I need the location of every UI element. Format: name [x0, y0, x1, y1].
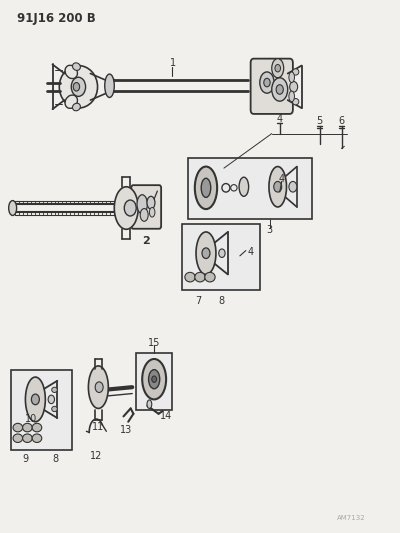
Bar: [11, 370, 72, 450]
Text: 11: 11: [92, 422, 104, 432]
Text: 4: 4: [248, 247, 254, 257]
Ellipse shape: [95, 382, 103, 392]
Ellipse shape: [269, 166, 286, 207]
Text: 10: 10: [25, 414, 37, 424]
Ellipse shape: [274, 181, 282, 192]
Ellipse shape: [88, 366, 108, 408]
Ellipse shape: [140, 208, 148, 221]
Ellipse shape: [65, 95, 78, 108]
Ellipse shape: [276, 85, 283, 94]
Ellipse shape: [272, 59, 284, 78]
Ellipse shape: [26, 377, 45, 422]
Ellipse shape: [72, 103, 80, 111]
FancyBboxPatch shape: [131, 185, 161, 229]
Text: 91J16 200 B: 91J16 200 B: [17, 12, 95, 26]
Ellipse shape: [73, 83, 80, 91]
Ellipse shape: [31, 394, 39, 405]
Text: 7: 7: [195, 296, 201, 306]
Ellipse shape: [32, 434, 42, 442]
Ellipse shape: [272, 78, 288, 101]
Ellipse shape: [32, 423, 42, 432]
Ellipse shape: [114, 187, 138, 229]
Ellipse shape: [147, 196, 155, 209]
Ellipse shape: [205, 272, 215, 282]
Ellipse shape: [137, 195, 147, 214]
Text: 1: 1: [170, 59, 176, 68]
Ellipse shape: [149, 207, 155, 217]
Ellipse shape: [13, 434, 23, 442]
Ellipse shape: [264, 78, 270, 87]
Ellipse shape: [59, 66, 98, 108]
Ellipse shape: [195, 272, 205, 282]
Ellipse shape: [72, 63, 80, 70]
Ellipse shape: [185, 272, 195, 282]
Ellipse shape: [52, 387, 57, 392]
Ellipse shape: [71, 77, 86, 96]
Ellipse shape: [289, 91, 294, 102]
Ellipse shape: [52, 406, 57, 411]
Text: 4: 4: [279, 174, 285, 184]
Text: 8: 8: [219, 296, 225, 306]
Bar: [136, 353, 172, 410]
Ellipse shape: [142, 359, 166, 399]
Ellipse shape: [105, 74, 114, 98]
Bar: [188, 158, 312, 219]
Ellipse shape: [201, 178, 211, 197]
Ellipse shape: [195, 166, 217, 209]
Text: 8: 8: [52, 455, 58, 464]
Text: 6: 6: [338, 116, 344, 126]
Ellipse shape: [147, 400, 152, 408]
Ellipse shape: [290, 82, 298, 92]
FancyBboxPatch shape: [251, 59, 293, 114]
Text: 14: 14: [160, 411, 172, 422]
Text: 12: 12: [90, 451, 102, 461]
Ellipse shape: [65, 65, 78, 78]
Text: 5: 5: [316, 116, 323, 126]
Ellipse shape: [292, 69, 299, 75]
Ellipse shape: [9, 200, 17, 215]
Ellipse shape: [152, 376, 156, 382]
Ellipse shape: [260, 72, 274, 93]
Text: 2: 2: [142, 236, 150, 246]
Ellipse shape: [23, 423, 32, 432]
Ellipse shape: [275, 64, 280, 72]
Text: 3: 3: [267, 225, 273, 236]
Text: 15: 15: [148, 338, 160, 348]
Ellipse shape: [202, 248, 210, 259]
Ellipse shape: [148, 369, 160, 389]
Ellipse shape: [13, 423, 23, 432]
Bar: [182, 224, 260, 290]
Ellipse shape: [48, 395, 54, 403]
Text: 9: 9: [23, 455, 29, 464]
Ellipse shape: [196, 232, 216, 274]
Ellipse shape: [289, 181, 297, 192]
Ellipse shape: [292, 99, 299, 105]
Ellipse shape: [239, 177, 249, 196]
Text: 13: 13: [120, 425, 132, 435]
Text: AM7132: AM7132: [337, 514, 366, 521]
Ellipse shape: [219, 249, 225, 257]
Ellipse shape: [289, 72, 294, 83]
Text: 4: 4: [277, 114, 283, 124]
Ellipse shape: [124, 200, 136, 216]
Ellipse shape: [23, 434, 32, 442]
